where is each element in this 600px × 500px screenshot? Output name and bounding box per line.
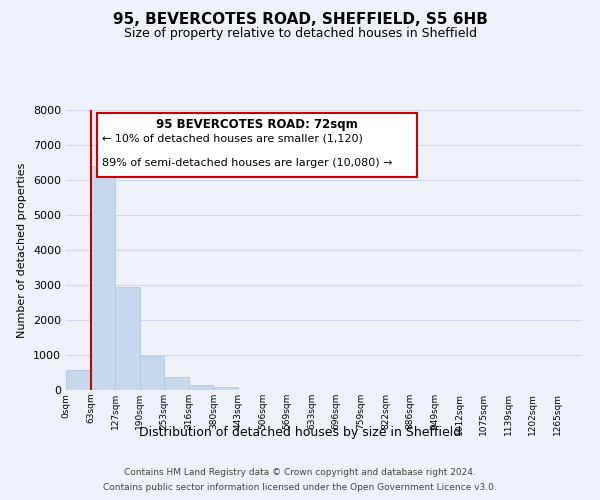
Bar	[140, 356, 164, 390]
Text: ← 10% of detached houses are smaller (1,120): ← 10% of detached houses are smaller (1,…	[102, 134, 363, 143]
Bar	[189, 384, 214, 390]
Text: 95 BEVERCOTES ROAD: 72sqm: 95 BEVERCOTES ROAD: 72sqm	[156, 118, 358, 132]
Bar	[115, 287, 140, 390]
FancyBboxPatch shape	[97, 113, 417, 177]
Bar	[66, 370, 91, 390]
Text: Distribution of detached houses by size in Sheffield: Distribution of detached houses by size …	[139, 426, 461, 439]
Bar	[164, 376, 189, 390]
Bar	[91, 166, 115, 390]
Text: Contains HM Land Registry data © Crown copyright and database right 2024.: Contains HM Land Registry data © Crown c…	[124, 468, 476, 477]
Y-axis label: Number of detached properties: Number of detached properties	[17, 162, 28, 338]
Text: 89% of semi-detached houses are larger (10,080) →: 89% of semi-detached houses are larger (…	[102, 158, 392, 168]
Text: Size of property relative to detached houses in Sheffield: Size of property relative to detached ho…	[124, 28, 476, 40]
Text: 95, BEVERCOTES ROAD, SHEFFIELD, S5 6HB: 95, BEVERCOTES ROAD, SHEFFIELD, S5 6HB	[113, 12, 487, 28]
Bar	[214, 387, 238, 390]
Text: Contains public sector information licensed under the Open Government Licence v3: Contains public sector information licen…	[103, 483, 497, 492]
